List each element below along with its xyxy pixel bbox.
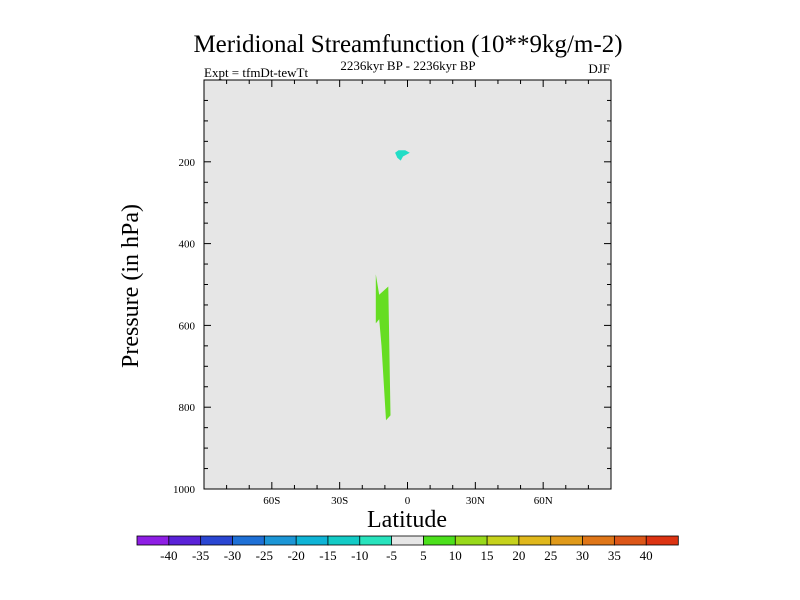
colorbar-label: -10 (351, 548, 368, 563)
colorbar-label: -40 (160, 548, 177, 563)
colorbar-label: 30 (576, 548, 589, 563)
axis-ticks: 200 400 600 800 1000 60S 30S 0 30N 60N (173, 80, 611, 507)
colorbar-swatch (613, 535, 647, 546)
colorbar-swatch (136, 535, 170, 546)
colorbar-swatch (359, 535, 393, 546)
y-tick-label: 600 (179, 320, 196, 332)
x-tick-label: 30N (466, 495, 485, 507)
colorbar-swatch (454, 535, 488, 546)
colorbar-swatch (645, 535, 679, 546)
x-tick-label: 60S (263, 495, 280, 507)
colorbar-label: 15 (481, 548, 494, 563)
colorbar-label: 20 (512, 548, 525, 563)
colorbar-swatch (518, 535, 552, 546)
y-tick-label: 1000 (173, 484, 196, 496)
colorbar-swatch (582, 535, 616, 546)
colorbar-label: -5 (386, 548, 397, 563)
time-range-label: 2236kyr BP - 2236kyr BP (340, 58, 475, 73)
x-axis-label: Latitude (367, 507, 447, 533)
colorbar-label: 25 (544, 548, 557, 563)
y-axis-label: Pressure (in hPa) (118, 204, 144, 368)
colorbar-swatch (232, 535, 265, 546)
y-tick-label: 200 (179, 157, 196, 169)
x-tick-label: 0 (405, 495, 411, 507)
contour-regions (375, 150, 410, 421)
colorbar-swatch (263, 535, 297, 546)
colorbar-label: 35 (608, 548, 621, 563)
colorbar-label: 40 (640, 548, 653, 563)
colorbar-swatch (486, 535, 520, 546)
colorbar-label: -25 (256, 548, 273, 563)
colorbar-swatch (295, 535, 329, 546)
colorbar-swatch (200, 535, 234, 546)
x-tick-label: 30S (331, 495, 348, 507)
colorbar-swatch (327, 535, 361, 546)
colorbar-swatch (550, 535, 584, 546)
green-region (375, 274, 391, 421)
experiment-label: Expt = tfmDt-tewTt (204, 65, 308, 80)
colorbar-swatch (168, 535, 202, 546)
season-label: DJF (588, 61, 610, 76)
colorbar-label: -30 (224, 548, 241, 563)
colorbar-label: -20 (287, 548, 304, 563)
cyan-region (395, 150, 410, 161)
y-tick-label: 400 (179, 239, 196, 251)
colorbar-label: 10 (449, 548, 462, 563)
x-tick-label: 60N (534, 495, 553, 507)
colorbar: -40 -35 -30 -25 -20 -15 -10 -5 5 10 15 20 25 30 35 40 (136, 535, 679, 563)
colorbar-swatch (391, 535, 425, 546)
chart-title: Meridional Streamfunction (10**9kg/m-2) (193, 31, 622, 58)
colorbar-label: -35 (192, 548, 209, 563)
colorbar-swatch (423, 535, 456, 546)
colorbar-label: -15 (319, 548, 336, 563)
colorbar-label: 5 (420, 548, 427, 563)
plot-area (204, 80, 611, 489)
y-tick-label: 800 (179, 402, 196, 414)
